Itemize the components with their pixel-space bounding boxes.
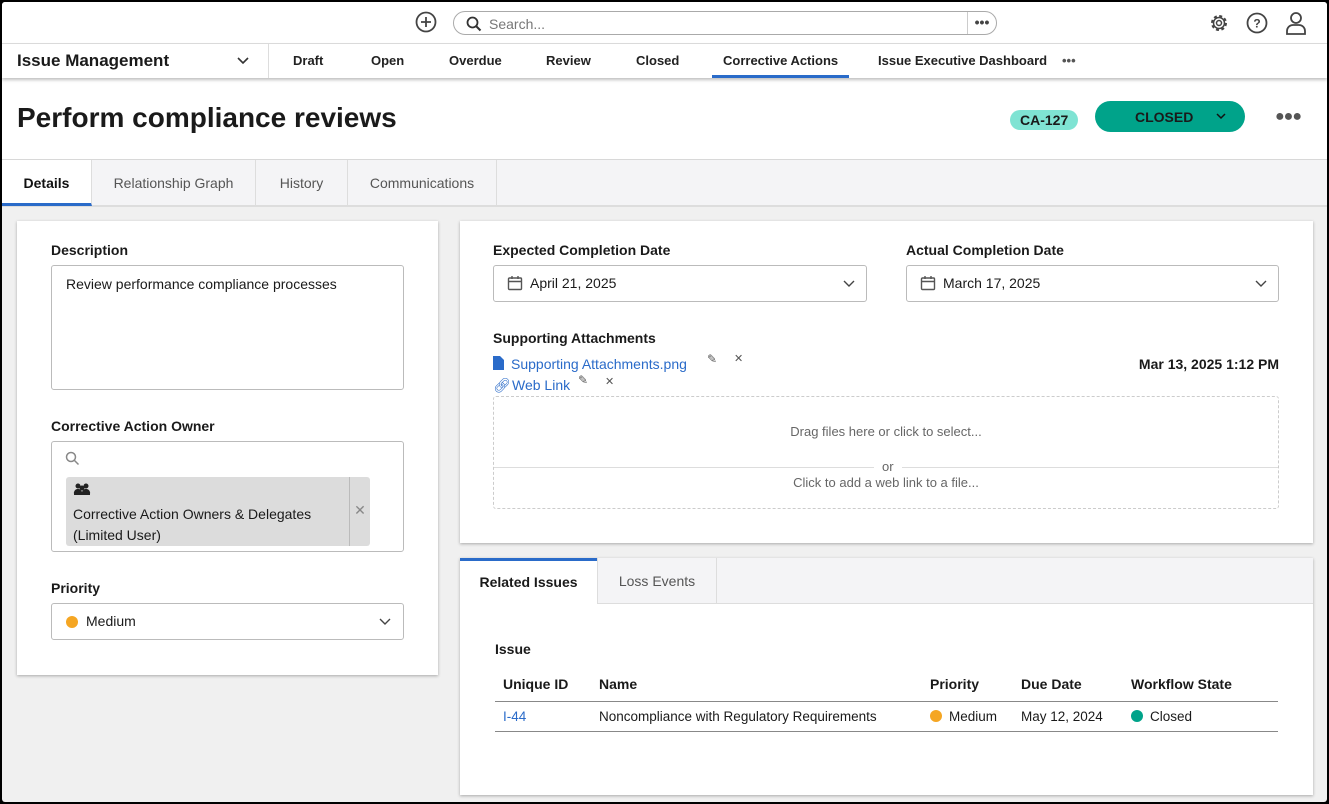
actual-date-value: March 17, 2025 (943, 275, 1041, 291)
group-icon (73, 482, 91, 496)
tab-communications[interactable]: Communications (348, 160, 497, 206)
issue-name: Noncompliance with Regulatory Requiremen… (599, 708, 877, 724)
issue-section-title: Issue (495, 641, 531, 657)
user-icon[interactable] (1285, 11, 1307, 35)
search-icon (65, 451, 80, 466)
col-workflow-state[interactable]: Workflow State (1131, 675, 1232, 692)
search-icon (466, 16, 482, 32)
attachment-date: Mar 13, 2025 1:12 PM (1138, 356, 1279, 372)
add-web-link-area[interactable]: Click to add a web link to a file... (793, 475, 979, 490)
search-input[interactable]: Search... ••• (453, 11, 997, 35)
tab-history[interactable]: History (256, 160, 348, 206)
owner-label: Corrective Action Owner (51, 418, 215, 434)
page-title: Perform compliance reviews (17, 102, 397, 133)
dates-attachments-card: Expected Completion Date April 21, 2025 … (460, 221, 1313, 543)
help-icon[interactable]: ? (1246, 12, 1268, 34)
file-icon (493, 356, 504, 370)
add-icon[interactable] (415, 11, 437, 33)
chevron-down-icon (379, 618, 391, 626)
details-card: Description Review performance complianc… (17, 221, 438, 675)
tab-details[interactable]: Details (2, 160, 92, 206)
chevron-down-icon (1215, 113, 1227, 121)
drop-files-area[interactable]: Drag files here or click to select... (790, 424, 982, 439)
nav-issue-executive-dashboard[interactable]: Issue Executive Dashboard (878, 53, 1048, 68)
or-divider: or (874, 459, 902, 474)
svg-text:?: ? (1253, 17, 1260, 31)
calendar-icon (920, 275, 936, 291)
owner-tag-name: Corrective Action Owners & Delegates (73, 506, 312, 522)
record-header: Perform compliance reviews CA-127 CLOSED… (2, 78, 1327, 160)
expected-date-picker[interactable]: April 21, 2025 (493, 265, 867, 302)
owner-field[interactable]: Corrective Action Owners & Delegates (Lim… (51, 441, 404, 552)
nav-overdue[interactable]: Overdue (449, 53, 502, 68)
remove-attachment-icon[interactable]: ✕ (734, 353, 744, 365)
col-due-date[interactable]: Due Date (1021, 675, 1082, 692)
description-label: Description (51, 242, 129, 258)
nav-open[interactable]: Open (371, 53, 405, 68)
tab-loss-events[interactable]: Loss Events (597, 558, 717, 604)
priority-value: Medium (86, 613, 136, 629)
col-unique-id[interactable]: Unique ID (503, 675, 569, 692)
owner-tag: Corrective Action Owners & Delegates (Lim… (66, 477, 370, 546)
web-link[interactable]: Web Link (512, 377, 571, 393)
expected-date-value: April 21, 2025 (530, 275, 617, 291)
description-value: Review performance compliance processes (66, 276, 337, 292)
attachments-label: Supporting Attachments (493, 330, 656, 346)
search-options-button[interactable]: ••• (967, 12, 996, 34)
related-issues-table: Unique ID Name Priority Due Date Workflo… (495, 667, 1278, 732)
link-icon: 🔗︎ (493, 377, 511, 393)
gear-icon[interactable] (1208, 12, 1230, 34)
actual-date-picker[interactable]: March 17, 2025 (906, 265, 1279, 302)
priority-select[interactable]: Medium (51, 603, 404, 640)
tab-relationship-graph[interactable]: Relationship Graph (92, 160, 256, 206)
nav-more-button[interactable]: ••• (1062, 53, 1076, 68)
chevron-down-icon (236, 56, 250, 66)
edit-attachment-icon[interactable]: ✎ (707, 352, 718, 366)
edit-link-icon[interactable]: ✎ (578, 373, 589, 387)
priority-label: Priority (51, 580, 101, 596)
remove-owner-button[interactable]: ✕ (349, 477, 370, 546)
owner-tag-role: (Limited User) (73, 527, 161, 543)
nav-draft[interactable]: Draft (293, 53, 324, 68)
expected-date-label: Expected Completion Date (493, 242, 671, 258)
nav-review[interactable]: Review (546, 53, 591, 68)
workflow-state-button[interactable]: CLOSED (1095, 101, 1245, 132)
dropzone: Drag files here or click to select... or… (493, 396, 1279, 509)
chevron-down-icon (1255, 280, 1267, 288)
state-dot (1131, 709, 1143, 722)
description-textarea[interactable]: Review performance compliance processes (51, 265, 404, 390)
record-tabs: Details Relationship Graph History Commu… (2, 160, 1327, 207)
chevron-down-icon (843, 280, 855, 288)
workflow-state-label: CLOSED (1135, 109, 1194, 125)
issue-due-date: May 12, 2024 (1021, 708, 1103, 724)
top-bar: Search... ••• ? (2, 2, 1327, 44)
issue-id-link[interactable]: I-44 (503, 708, 527, 724)
issue-priority: Medium (949, 708, 998, 724)
module-nav: Issue Management Draft Open Overdue Revi… (2, 44, 1327, 78)
actual-date-label: Actual Completion Date (906, 242, 1064, 258)
col-priority[interactable]: Priority (930, 675, 980, 692)
calendar-icon (507, 275, 523, 291)
attachment-link[interactable]: Supporting Attachments.png (511, 356, 687, 372)
nav-corrective-actions[interactable]: Corrective Actions (712, 44, 850, 78)
app-name: Issue Management (17, 51, 170, 70)
issue-state: Closed (1150, 708, 1193, 724)
record-id-badge: CA-127 (1010, 110, 1079, 130)
col-name[interactable]: Name (599, 675, 638, 692)
priority-dot (66, 616, 78, 628)
more-options-button[interactable]: ●●● (1275, 108, 1302, 125)
table-row[interactable]: I-44 Noncompliance with Regulatory Requi… (495, 701, 1278, 731)
app-selector[interactable]: Issue Management (2, 44, 269, 78)
related-card: Related Issues Loss Events Issue Unique … (460, 558, 1313, 795)
remove-link-icon[interactable]: ✕ (605, 376, 615, 388)
search-placeholder: Search... (489, 16, 546, 32)
tab-related-issues[interactable]: Related Issues (460, 558, 597, 605)
nav-closed[interactable]: Closed (636, 53, 680, 68)
priority-dot (930, 709, 942, 722)
